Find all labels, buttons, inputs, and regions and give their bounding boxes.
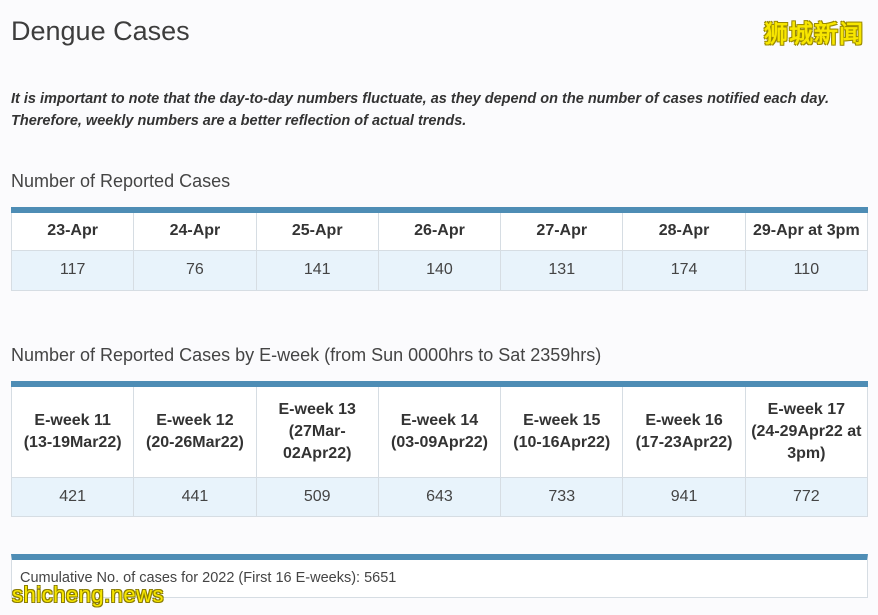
eweek-range: (10-16Apr22) <box>513 433 611 451</box>
daily-header-cell: 24-Apr <box>133 209 257 251</box>
eweek-label: E-week 17 <box>767 400 846 418</box>
note-line-2: Therefore, weekly numbers are a better r… <box>11 113 467 129</box>
eweek-value-cell: 733 <box>500 476 624 517</box>
fluctuation-note: It is important to note that the day-to-… <box>11 88 871 132</box>
eweek-header-cell: E-week 17 (24-29Apr22 at 3pm) <box>744 383 869 478</box>
daily-cases-table: 23-Apr 24-Apr 25-Apr 26-Apr 27-Apr 28-Ap… <box>10 207 869 291</box>
daily-value-cell: 174 <box>622 249 746 291</box>
eweek-header-cell: E-week 11 (13-19Mar22) <box>10 383 135 478</box>
daily-value-cell: 140 <box>377 249 502 291</box>
page-title: Dengue Cases <box>11 16 190 46</box>
daily-header-cell: 25-Apr <box>255 209 379 251</box>
eweek-range: (17-23Apr22) <box>635 433 733 451</box>
eweek-range: (27Mar-02Apr22) <box>282 422 352 462</box>
daily-header-cell: 26-Apr <box>377 209 502 251</box>
daily-values-row: 117 76 141 140 131 174 110 <box>10 249 869 291</box>
eweek-cases-title: Number of Reported Cases by E-week (from… <box>11 345 602 365</box>
eweek-header-cell: E-week 12 (20-26Mar22) <box>133 383 257 478</box>
eweek-label: E-week 12 <box>156 411 234 429</box>
eweek-value-cell: 941 <box>622 476 746 517</box>
daily-header-row: 23-Apr 24-Apr 25-Apr 26-Apr 27-Apr 28-Ap… <box>10 209 869 251</box>
daily-cases-title: Number of Reported Cases <box>11 171 231 191</box>
cumulative-cases-text: Cumulative No. of cases for 2022 (First … <box>20 570 397 586</box>
eweek-range: (24-29Apr22 at 3pm) <box>751 422 862 462</box>
eweek-value-cell: 421 <box>10 476 135 517</box>
eweek-values-row: 421 441 509 643 733 941 772 <box>10 476 869 517</box>
eweek-value-cell: 772 <box>744 476 869 517</box>
eweek-range: (13-19Mar22) <box>23 433 122 451</box>
eweek-header-cell: E-week 13 (27Mar-02Apr22) <box>255 383 379 478</box>
daily-value-cell: 131 <box>500 249 624 291</box>
eweek-value-cell: 509 <box>255 476 379 517</box>
watermark-logo: 狮城新闻 <box>764 20 864 48</box>
daily-value-cell: 141 <box>255 249 379 291</box>
daily-header-cell: 29-Apr at 3pm <box>744 209 869 251</box>
eweek-cases-table: E-week 11 (13-19Mar22) E-week 12 (20-26Mar… <box>10 381 869 517</box>
note-line-1: It is important to note that the day-to-… <box>11 91 830 107</box>
eweek-header-cell: E-week 14 (03-09Apr22) <box>377 383 502 478</box>
daily-header-cell: 27-Apr <box>500 209 624 251</box>
daily-value-cell: 117 <box>10 249 135 291</box>
eweek-label: E-week 16 <box>645 411 723 429</box>
watermark-site: shicheng.news <box>12 582 165 607</box>
eweek-value-cell: 441 <box>133 476 257 517</box>
eweek-header-row: E-week 11 (13-19Mar22) E-week 12 (20-26Mar… <box>10 383 869 478</box>
eweek-range: (20-26Mar22) <box>146 433 244 451</box>
eweek-label: E-week 15 <box>523 411 601 429</box>
eweek-label: E-week 13 <box>278 400 356 418</box>
eweek-header-cell: E-week 16 (17-23Apr22) <box>622 383 746 478</box>
daily-header-cell: 28-Apr <box>622 209 746 251</box>
eweek-header-cell: E-week 15 (10-16Apr22) <box>500 383 624 478</box>
eweek-label: E-week 11 <box>34 411 111 429</box>
cumulative-cases-box: Cumulative No. of cases for 2022 (First … <box>11 554 868 598</box>
eweek-label: E-week 14 <box>400 411 479 429</box>
daily-header-cell: 23-Apr <box>10 209 135 251</box>
daily-value-cell: 76 <box>133 249 257 291</box>
eweek-range: (03-09Apr22) <box>391 433 488 451</box>
eweek-value-cell: 643 <box>377 476 502 517</box>
daily-value-cell: 110 <box>744 249 869 291</box>
